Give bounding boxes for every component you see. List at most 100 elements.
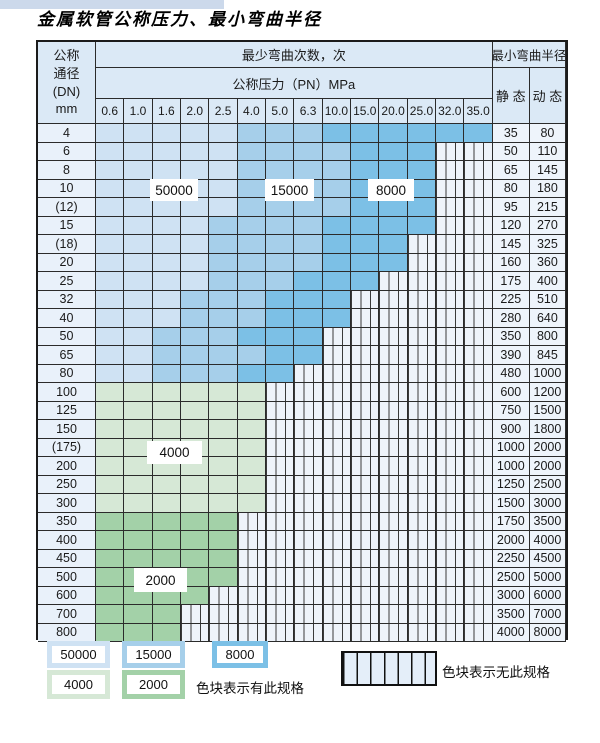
spec-cell-50000 — [152, 142, 182, 161]
corner-line-2: 通径 — [53, 65, 80, 81]
spec-cell-50000 — [96, 198, 125, 217]
dn-row-label: (18) — [38, 235, 96, 254]
no-spec-cell — [436, 512, 465, 531]
no-spec-cell — [322, 512, 352, 531]
no-spec-cell — [464, 272, 493, 291]
spec-cell-4000 — [209, 438, 238, 457]
no-spec-cell — [379, 401, 408, 420]
spec-cell-2000 — [209, 512, 238, 531]
spec-cell-50000 — [152, 235, 182, 254]
static-radius-value: 750 — [492, 401, 530, 420]
no-spec-cell — [294, 494, 323, 513]
spec-cell-8000 — [322, 290, 352, 309]
pressure-tick: 2.0 — [181, 99, 210, 124]
spec-cell-50000 — [209, 161, 238, 180]
no-spec-cell — [237, 623, 267, 642]
spec-cell-2000 — [124, 512, 153, 531]
static-radius-value: 120 — [492, 216, 530, 235]
spec-cell-15000 — [237, 198, 267, 217]
no-spec-cell — [294, 549, 323, 568]
no-spec-cell — [322, 549, 352, 568]
spec-cell-2000 — [152, 512, 182, 531]
spec-cell-2000 — [124, 549, 153, 568]
spec-cell-15000 — [152, 346, 182, 365]
static-radius-value: 35 — [492, 124, 530, 143]
pressure-tick: 5.0 — [266, 99, 295, 124]
no-spec-cell — [379, 364, 408, 383]
no-spec-cell — [407, 438, 437, 457]
no-spec-cell — [266, 605, 295, 624]
dn-row-label: 10 — [38, 179, 96, 198]
no-spec-cell — [407, 512, 437, 531]
no-spec-cell — [407, 327, 437, 346]
spec-cell-50000 — [96, 309, 125, 328]
spec-cell-50000 — [152, 253, 182, 272]
dynamic-radius-value: 1800 — [529, 420, 566, 439]
spec-cell-50000 — [96, 161, 125, 180]
no-spec-cell — [436, 290, 465, 309]
no-spec-cell — [294, 531, 323, 550]
no-spec-cell — [379, 383, 408, 402]
bend-radius-header: 最小弯曲半径 — [492, 42, 566, 68]
static-radius-value: 3500 — [492, 605, 530, 624]
no-spec-cell — [322, 605, 352, 624]
dn-row-label: 20 — [38, 253, 96, 272]
static-radius-value: 600 — [492, 383, 530, 402]
corner-header-dn: 公称 通径 (DN) mm — [38, 42, 96, 124]
spec-cell-4000 — [96, 475, 125, 494]
dynamic-radius-value: 8000 — [529, 623, 566, 642]
no-spec-cell — [436, 457, 465, 476]
no-spec-cell — [351, 420, 380, 439]
spec-cell-50000 — [124, 309, 153, 328]
dn-row-label: 100 — [38, 383, 96, 402]
spec-cell-8000 — [407, 216, 437, 235]
spec-cell-4000 — [152, 494, 182, 513]
static-radius-value: 1250 — [492, 475, 530, 494]
no-spec-cell — [407, 364, 437, 383]
legend-swatch-4000: 4000 — [47, 670, 110, 699]
dynamic-radius-value: 510 — [529, 290, 566, 309]
spec-cell-4000 — [181, 420, 210, 439]
static-radius-value: 80 — [492, 179, 530, 198]
no-spec-cell — [407, 605, 437, 624]
no-spec-cell — [464, 383, 493, 402]
no-spec-cell — [407, 401, 437, 420]
page-title: 金属软管公称压力、最小弯曲半径 — [37, 10, 322, 30]
spec-cell-2000 — [96, 586, 125, 605]
no-spec-cell — [379, 420, 408, 439]
no-spec-cell — [464, 364, 493, 383]
no-spec-cell — [379, 438, 408, 457]
static-radius-value: 350 — [492, 327, 530, 346]
spec-cell-8000 — [351, 161, 380, 180]
static-radius-value: 3000 — [492, 586, 530, 605]
spec-cell-4000 — [124, 420, 153, 439]
spec-cell-4000 — [181, 494, 210, 513]
dn-row-label: 125 — [38, 401, 96, 420]
no-spec-cell — [379, 457, 408, 476]
dn-row-label: 150 — [38, 420, 96, 439]
dn-row-label: 600 — [38, 586, 96, 605]
no-spec-cell — [209, 605, 238, 624]
no-spec-cell — [407, 568, 437, 587]
dn-row-label: 15 — [38, 216, 96, 235]
spec-cell-2000 — [209, 568, 238, 587]
dynamic-radius-value: 2000 — [529, 438, 566, 457]
dynamic-column-header: 动 态 — [529, 68, 566, 124]
no-spec-cell — [294, 623, 323, 642]
no-spec-cell — [379, 568, 408, 587]
no-spec-cell — [464, 438, 493, 457]
spec-cell-8000 — [294, 346, 323, 365]
spec-cell-15000 — [322, 179, 352, 198]
spec-cell-8000 — [379, 142, 408, 161]
legend-no-spec-text: 色块表示无此规格 — [442, 665, 550, 680]
no-spec-cell — [379, 623, 408, 642]
spec-cell-15000 — [209, 290, 238, 309]
no-spec-cell — [351, 549, 380, 568]
spec-cell-15000 — [266, 272, 295, 291]
spec-cell-15000 — [266, 124, 295, 143]
spec-cell-15000 — [322, 161, 352, 180]
no-spec-cell — [436, 623, 465, 642]
spec-cell-15000 — [209, 327, 238, 346]
spec-cell-4000 — [209, 475, 238, 494]
pressure-tick: 1.6 — [152, 99, 182, 124]
